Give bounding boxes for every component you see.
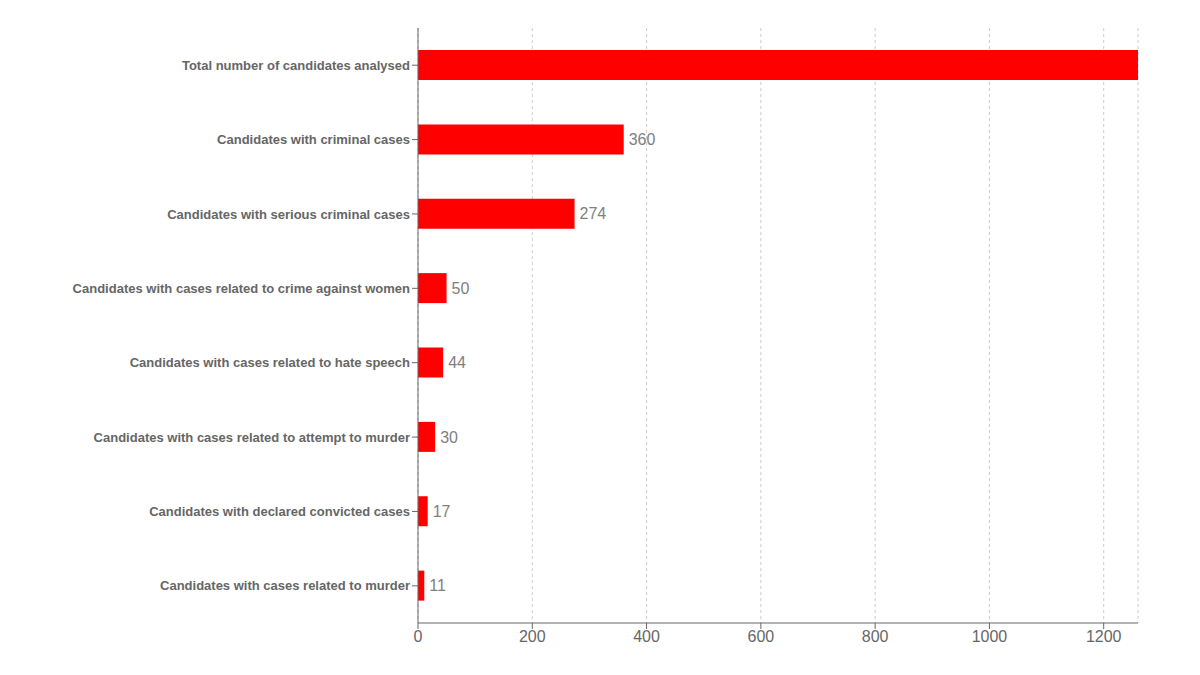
svg-text:Candidates with serious crimin: Candidates with serious criminal cases [167,207,410,222]
svg-text:50: 50 [452,280,470,297]
svg-text:1000: 1000 [972,628,1008,645]
svg-text:1200: 1200 [1086,628,1122,645]
svg-text:200: 200 [519,628,546,645]
svg-text:Candidates with cases related: Candidates with cases related to murder [160,578,410,593]
svg-text:0: 0 [414,628,423,645]
svg-text:400: 400 [633,628,660,645]
svg-text:Candidates with cases related: Candidates with cases related to hate sp… [130,355,410,370]
svg-text:11: 11 [429,577,446,594]
svg-text:17: 17 [433,503,451,520]
svg-text:Candidates with criminal cases: Candidates with criminal cases [217,132,410,147]
svg-text:800: 800 [862,628,889,645]
svg-text:44: 44 [448,354,466,371]
svg-text:Candidates with cases related: Candidates with cases related to attempt… [94,430,410,445]
svg-text:30: 30 [440,429,458,446]
svg-text:Total number of candidates ana: Total number of candidates analysed [182,58,410,73]
svg-text:Candidates with declared convi: Candidates with declared convicted cases [149,504,410,519]
svg-text:274: 274 [580,205,607,222]
svg-text:360: 360 [629,131,656,148]
svg-text:600: 600 [748,628,775,645]
svg-text:Candidates with cases related: Candidates with cases related to crime a… [73,281,410,296]
